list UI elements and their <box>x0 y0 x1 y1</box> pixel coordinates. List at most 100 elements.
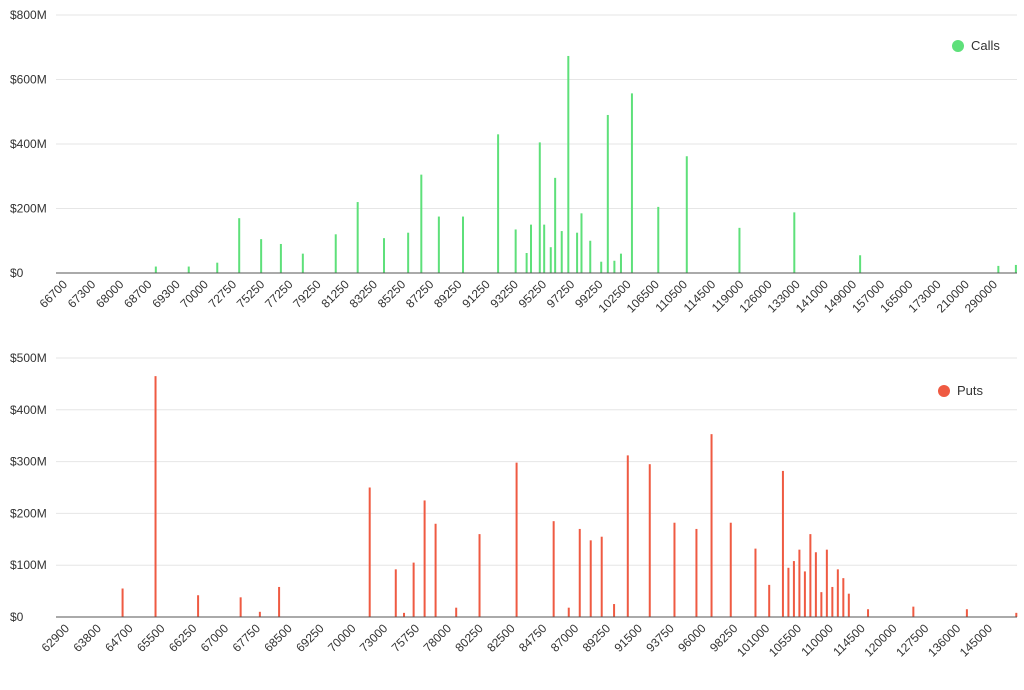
puts-y-tick-label: $400M <box>10 403 47 417</box>
calls-bar <box>538 142 541 273</box>
puts-x-tick-label: 65500 <box>134 621 168 655</box>
puts-bar <box>552 521 555 617</box>
calls-bar <box>543 224 546 274</box>
calls-bar <box>525 253 528 273</box>
puts-x-tick-label: 101000 <box>734 621 772 659</box>
puts-bar <box>648 464 651 617</box>
calls-bar <box>1014 264 1017 273</box>
puts-x-tick-label: 93750 <box>643 621 677 655</box>
puts-bar <box>478 534 481 617</box>
puts-bar <box>403 612 406 617</box>
calls-x-tick-label: 89250 <box>431 277 465 311</box>
puts-bar <box>781 470 784 617</box>
puts-bar <box>836 569 839 617</box>
calls-bar <box>187 266 190 273</box>
puts-y-tick-label: $0 <box>10 610 24 624</box>
calls-bar <box>600 261 603 273</box>
calls-bar <box>356 202 359 273</box>
calls-bar <box>560 231 563 273</box>
calls-x-tick-label: 85250 <box>375 277 409 311</box>
puts-x-tick-label: 67750 <box>230 621 264 655</box>
puts-bar <box>695 528 698 617</box>
calls-bar <box>657 206 660 273</box>
puts-x-tick-label: 64700 <box>102 621 136 655</box>
calls-bar <box>334 234 337 273</box>
puts-y-tick-label: $200M <box>10 506 47 520</box>
puts-x-tick-label: 91500 <box>612 621 646 655</box>
puts-bar <box>455 607 458 617</box>
puts-bar <box>368 487 371 617</box>
puts-legend-marker <box>938 385 950 397</box>
calls-bar <box>260 239 263 273</box>
puts-x-tick-label: 96000 <box>675 621 709 655</box>
puts-x-tick-label: 75750 <box>389 621 423 655</box>
calls-bar <box>407 232 410 273</box>
puts-bar <box>412 562 415 617</box>
puts-bar <box>197 595 200 617</box>
puts-x-tick-label: 120000 <box>861 621 899 659</box>
calls-bar <box>576 232 579 273</box>
puts-bar <box>423 500 426 617</box>
puts-bar <box>278 586 281 617</box>
puts-x-tick-label: 145000 <box>957 621 995 659</box>
calls-bar <box>514 229 517 273</box>
puts-bar <box>589 540 592 617</box>
puts-bar <box>154 376 157 617</box>
puts-x-tick-label: 114500 <box>830 621 868 659</box>
calls-bar <box>437 216 440 273</box>
puts-bar <box>847 593 850 617</box>
puts-bar <box>787 567 790 617</box>
puts-x-tick-label: 69250 <box>293 621 327 655</box>
puts-bar <box>803 571 806 617</box>
puts-x-tick-label: 70000 <box>325 621 359 655</box>
puts-x-tick-label: 73000 <box>357 621 391 655</box>
calls-bar <box>497 134 500 273</box>
calls-x-tick-label: 68000 <box>93 277 127 311</box>
puts-x-tick-label: 89250 <box>580 621 614 655</box>
calls-x-tick-label: 97250 <box>544 277 578 311</box>
calls-y-tick-label: $600M <box>10 73 47 87</box>
calls-x-tick-label: 87250 <box>403 277 437 311</box>
puts-x-tick-label: 68500 <box>261 621 295 655</box>
puts-x-tick-label: 105500 <box>766 621 804 659</box>
calls-y-tick-label: $0 <box>10 266 24 280</box>
calls-x-tick-label: 95250 <box>516 277 550 311</box>
calls-y-tick-label: $800M <box>10 8 47 22</box>
calls-x-tick-label: 77250 <box>262 277 296 311</box>
calls-bar <box>606 114 609 273</box>
calls-bar <box>580 213 583 273</box>
calls-bar <box>420 174 423 273</box>
calls-bar <box>567 55 570 274</box>
calls-y-tick-label: $400M <box>10 137 47 151</box>
puts-x-tick-label: 127500 <box>893 621 931 659</box>
puts-bar <box>912 606 915 617</box>
calls-bar <box>619 253 622 273</box>
calls-x-tick-label: 69300 <box>149 277 183 311</box>
puts-x-tick-label: 67000 <box>198 621 232 655</box>
calls-x-tick-label: 72750 <box>206 277 240 311</box>
puts-y-tick-label: $500M <box>10 351 47 365</box>
calls-x-tick-label: 290000 <box>962 277 1000 315</box>
puts-bar <box>814 552 817 617</box>
calls-bar <box>154 266 157 273</box>
calls-bar <box>859 255 862 273</box>
puts-bar <box>567 607 570 617</box>
calls-bar <box>383 238 386 273</box>
puts-bar <box>792 561 795 617</box>
calls-bar <box>301 253 304 273</box>
calls-x-tick-label: 83250 <box>347 277 381 311</box>
puts-x-tick-label: 80250 <box>452 621 486 655</box>
puts-legend-label: Puts <box>957 383 984 398</box>
puts-y-tick-label: $300M <box>10 455 47 469</box>
calls-legend-label: Calls <box>971 38 1000 53</box>
calls-bar <box>530 224 533 274</box>
calls-bar <box>279 243 282 273</box>
calls-bar <box>793 212 796 273</box>
calls-bar <box>613 260 616 274</box>
calls-bar <box>738 227 741 273</box>
calls-x-tick-label: 66700 <box>37 277 71 311</box>
puts-x-tick-label: 78000 <box>421 621 455 655</box>
calls-x-tick-label: 79250 <box>290 277 324 311</box>
calls-bar <box>685 156 688 273</box>
puts-bar <box>831 586 834 617</box>
